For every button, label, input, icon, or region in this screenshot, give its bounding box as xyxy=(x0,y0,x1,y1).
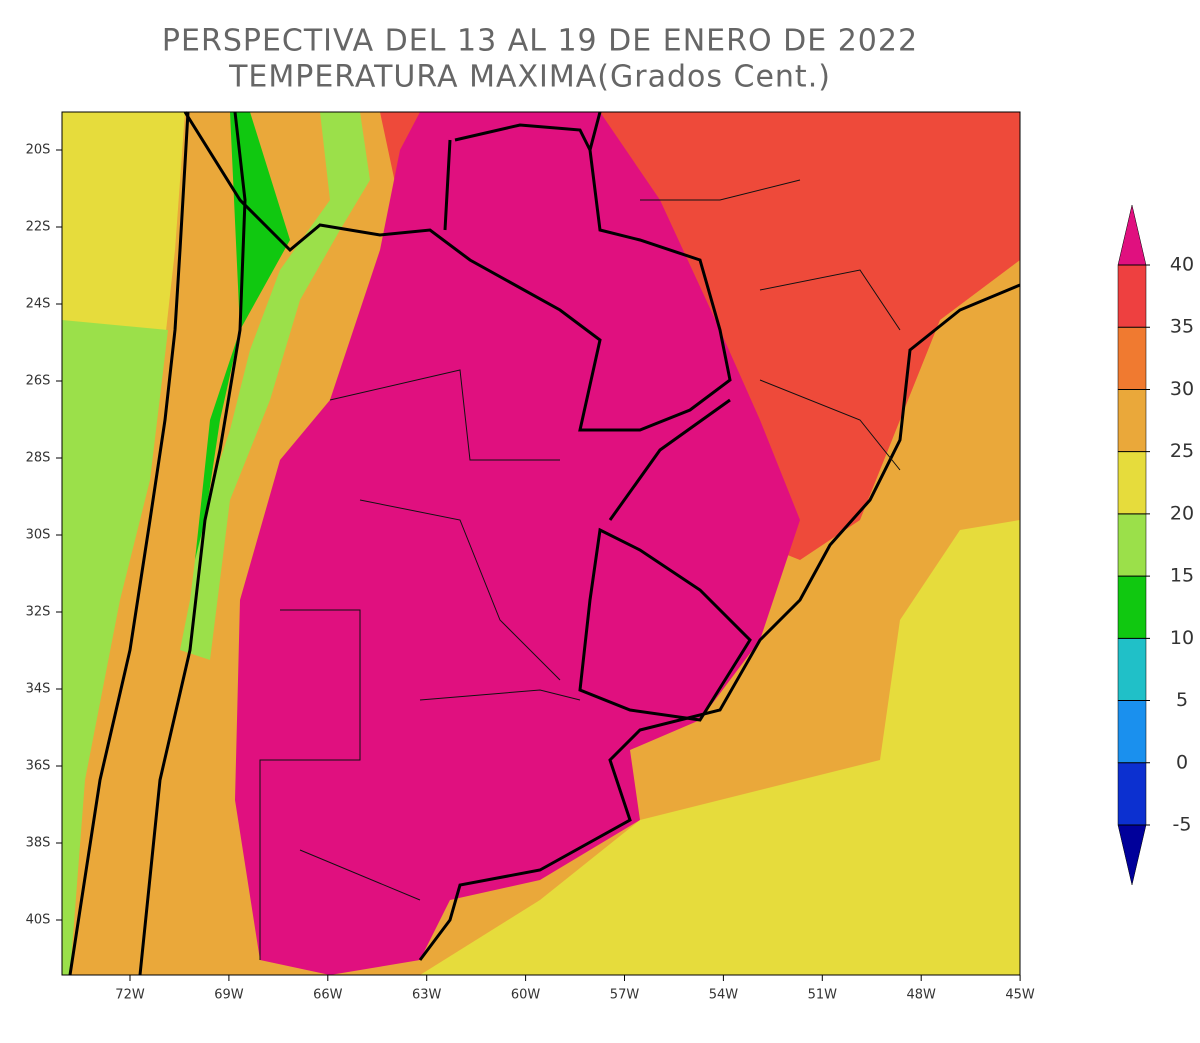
colorbar-box xyxy=(1117,638,1147,701)
colorbar-box xyxy=(1117,389,1147,452)
province-border xyxy=(259,179,901,960)
colorbar-label: 10 xyxy=(1170,627,1194,649)
andes-coolest xyxy=(195,112,290,560)
subtitle-line: TEMPERATURA MAXIMA(Grados Cent.) xyxy=(228,60,831,95)
border-line xyxy=(138,111,247,976)
border-line xyxy=(443,123,752,722)
lat-label: 38S xyxy=(26,836,51,851)
colorbar-label: 15 xyxy=(1170,565,1194,587)
lon-label: 60W xyxy=(511,988,541,1003)
colorbar-box xyxy=(1117,700,1147,764)
colorbar-label: 5 xyxy=(1176,689,1188,711)
title-line: PERSPECTIVA DEL 13 AL 19 DE ENERO DE 202… xyxy=(162,24,918,59)
pacific-south xyxy=(62,320,168,975)
colorbar-box xyxy=(1117,451,1147,515)
lon-label: 48W xyxy=(906,988,936,1003)
lat-label: 40S xyxy=(26,913,51,928)
lat-label: 20S xyxy=(26,143,51,158)
very-hot-core xyxy=(235,112,800,975)
lon-label: 51W xyxy=(808,988,838,1003)
lon-label: 54W xyxy=(709,988,739,1003)
colorbar-box xyxy=(1117,326,1147,390)
colorbar-under xyxy=(1117,824,1147,886)
colorbar-label: 0 xyxy=(1176,751,1188,773)
lat-label: 22S xyxy=(26,220,51,235)
lat-label: 32S xyxy=(26,605,51,620)
lon-label: 66W xyxy=(313,988,343,1003)
colorbar-box xyxy=(1117,513,1147,577)
colorbar-label: 35 xyxy=(1170,316,1194,338)
colorbar-box xyxy=(1117,762,1147,826)
colorbar-label: 20 xyxy=(1170,502,1194,524)
map-frame xyxy=(61,111,1021,976)
lon-label: 69W xyxy=(214,988,244,1003)
colorbar-label: 40 xyxy=(1170,254,1194,276)
lat-label: 36S xyxy=(26,759,51,774)
colorbar-box xyxy=(1117,575,1147,639)
coastline-atlantic xyxy=(418,283,1021,961)
colorbar-label: -5 xyxy=(1173,814,1192,836)
andes-cool xyxy=(180,112,370,660)
colorbar-label: 30 xyxy=(1170,378,1194,400)
lon-label: 45W xyxy=(1005,988,1035,1003)
lon-label: 72W xyxy=(115,988,145,1003)
lat-label: 24S xyxy=(26,297,51,312)
map xyxy=(61,111,1021,976)
lat-label: 26S xyxy=(26,374,51,389)
lat-label: 28S xyxy=(26,451,51,466)
colorbar-box xyxy=(1117,264,1147,328)
border-line xyxy=(183,111,732,432)
lat-label: 34S xyxy=(26,682,51,697)
lat-label: 30S xyxy=(26,528,51,543)
colorbar-over xyxy=(1117,204,1147,266)
colorbar-label: 25 xyxy=(1170,440,1194,462)
lon-label: 57W xyxy=(610,988,640,1003)
lon-label: 63W xyxy=(412,988,442,1003)
atlantic xyxy=(420,520,1020,975)
pacific-north xyxy=(62,112,185,340)
coastline-pacific xyxy=(68,111,190,976)
